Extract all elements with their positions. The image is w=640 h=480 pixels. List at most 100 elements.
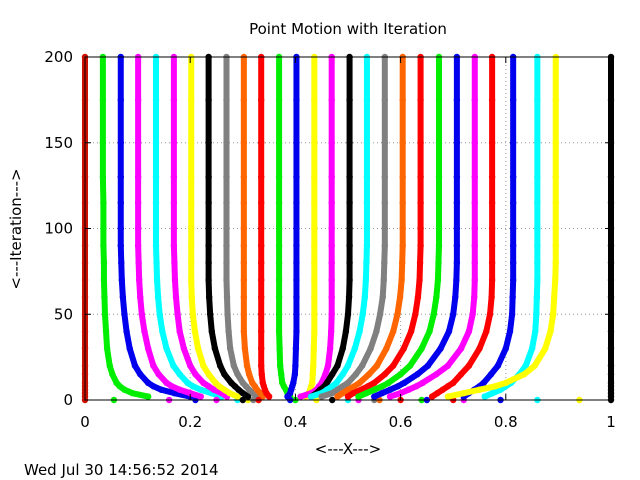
data-point [383,345,390,352]
data-point [293,225,300,232]
data-point [381,173,389,181]
data-point [355,393,362,400]
data-point [465,328,473,335]
data-point [552,259,559,266]
data-point [334,386,341,393]
data-point [532,328,539,335]
data-point [170,139,178,146]
data-point [293,276,300,284]
data-point [435,96,443,104]
data-point [346,96,353,104]
data-point [453,276,460,284]
series-9 [223,53,260,404]
x-tick-label: 0 [80,413,90,431]
data-point [381,139,389,146]
data-point [346,139,353,146]
data-point [534,242,541,249]
data-point [418,345,425,352]
data-point [322,371,329,378]
data-point [400,345,407,352]
data-point [240,276,248,284]
data-point [99,96,107,104]
data-point [381,371,389,378]
data-point [258,311,265,318]
data-point [426,328,433,335]
data-point [342,328,350,335]
series-13 [284,53,300,404]
series-2 [99,53,152,404]
data-point [187,362,194,369]
data-point [150,383,157,390]
data-point [197,386,204,393]
data-point [134,96,142,104]
data-point [494,362,502,369]
data-point [170,225,178,232]
data-point [371,393,378,400]
data-point [223,225,230,232]
data-point [471,276,478,284]
data-point [552,96,559,104]
data-point [488,259,496,266]
data-point [309,371,316,378]
data-point [534,276,541,284]
data-point [293,199,300,206]
data-point [534,96,541,104]
data-point [435,173,443,181]
data-point [371,386,378,393]
data-point [471,199,478,206]
data-point [188,139,195,146]
data-point [465,362,473,369]
data-point [208,328,215,335]
data-point [453,259,461,266]
data-point [221,386,228,393]
data-point [476,386,483,393]
data-point [275,173,283,181]
data-point [152,139,160,146]
data-point [176,386,183,393]
data-point [453,173,461,181]
data-point [534,225,541,232]
data-point [240,293,248,301]
data-point [359,311,366,318]
series-21 [355,53,443,404]
data-point [223,242,230,249]
data-point [275,225,283,232]
x-tick-label: 0.2 [178,413,202,431]
data-point [101,311,109,318]
data-point [344,393,352,400]
data-point [276,362,284,369]
data-point [311,199,318,206]
data-point [453,139,461,146]
data-point [365,371,373,378]
data-point [205,371,212,378]
data-point [488,199,496,206]
series-6 [170,53,231,404]
data-point [310,362,317,369]
data-point [352,371,360,378]
data-point [339,383,346,390]
data-point [509,259,517,266]
data-point [290,379,297,387]
data-point [363,173,371,181]
data-point [327,328,335,335]
data-point [416,276,423,284]
data-point [522,362,529,369]
data-point [258,276,265,284]
data-point [328,173,335,181]
data-point [509,199,517,206]
data-point [406,362,414,369]
data-point [188,173,195,181]
data-point [346,276,353,284]
data-point [362,276,370,284]
data-point [234,393,241,400]
series-19 [334,53,406,404]
series-layer [81,53,615,404]
data-point [117,199,124,206]
data-point [223,139,230,146]
data-point [141,328,148,335]
data-point [394,383,402,390]
data-point [326,345,334,352]
data-point [259,379,266,387]
data-point [240,199,248,206]
data-point [102,328,110,335]
